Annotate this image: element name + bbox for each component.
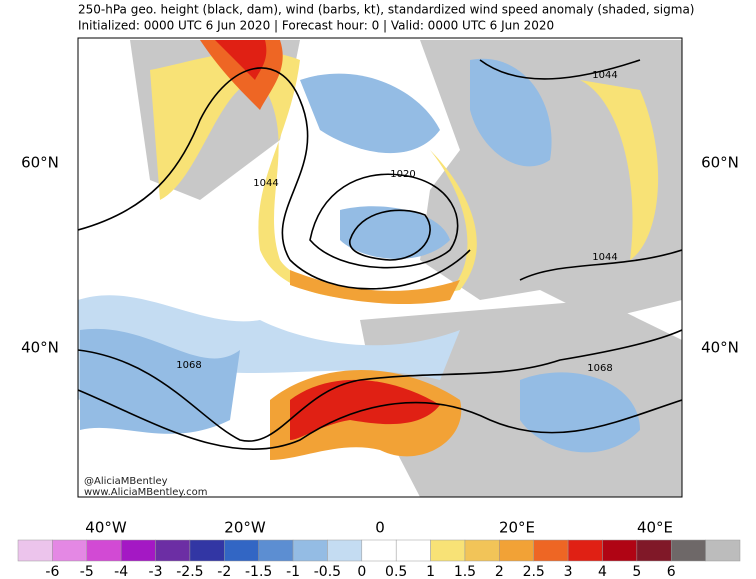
credit: www.AliciaMBentley.com <box>84 487 207 498</box>
colorbar-label: -1.5 <box>245 564 272 579</box>
contour-label: 1068 <box>587 363 612 374</box>
lon-label: 40°E <box>637 519 673 537</box>
colorbar-label: 1.5 <box>454 564 476 579</box>
contour-label: 1068 <box>176 360 201 371</box>
colorbar-label: 2 <box>495 564 504 579</box>
subtitle: Initialized: 0000 UTC 6 Jun 2020 | Forec… <box>78 19 554 33</box>
lat-label: 40°N <box>701 339 739 357</box>
contour-label: 1020 <box>390 169 415 180</box>
colorbar-swatch <box>292 539 328 562</box>
contour-label: 1044 <box>592 252 617 263</box>
colorbar-label: -3 <box>149 564 163 579</box>
colorbar-swatch <box>224 539 259 562</box>
colorbar-swatch <box>86 539 122 562</box>
colorbar-label: -4 <box>114 564 128 579</box>
colorbar-label: 3 <box>564 564 573 579</box>
colorbar: -6 -5 -4 -3 -2.5 -2 -1.5 -1 -0.5 0 0.5 1 1.5 2 2.5 3 4 5 6 <box>17 539 741 579</box>
colorbar-swatch <box>602 539 638 562</box>
lat-label: 60°N <box>701 154 739 172</box>
colorbar-label: 2.5 <box>523 564 545 579</box>
colorbar-label: 1 <box>426 564 435 579</box>
colorbar-swatch <box>636 539 672 562</box>
colorbar-swatch <box>258 539 294 562</box>
lon-label: 20°W <box>224 519 266 537</box>
contour-label: 1044 <box>592 70 617 81</box>
lat-label: 40°N <box>21 339 59 357</box>
colorbar-swatch <box>327 539 363 562</box>
colorbar-label: 4 <box>598 564 607 579</box>
colorbar-label: -5 <box>80 564 94 579</box>
colorbar-swatch <box>533 539 569 562</box>
colorbar-label: -0.5 <box>314 564 341 579</box>
contour-label: 1044 <box>253 178 278 189</box>
colorbar-swatch <box>120 539 156 562</box>
colorbar-swatch <box>499 539 534 562</box>
colorbar-swatch <box>395 539 431 562</box>
colorbar-swatch <box>17 539 53 562</box>
colorbar-swatch <box>567 539 603 562</box>
colorbar-swatch <box>430 539 466 562</box>
colorbar-swatch <box>155 539 191 562</box>
colorbar-label: -1 <box>286 564 300 579</box>
lon-label: 0 <box>375 519 385 537</box>
colorbar-label: -6 <box>45 564 59 579</box>
colorbar-label: 6 <box>667 564 676 579</box>
colorbar-label: 0 <box>357 564 366 579</box>
colorbar-label: 0.5 <box>385 564 407 579</box>
lon-label: 20°E <box>499 519 535 537</box>
colorbar-label: -2.5 <box>176 564 203 579</box>
colorbar-label: -2 <box>217 564 231 579</box>
map-area: 1044 1020 1044 1044 1068 1068 @AliciaMBe… <box>78 38 682 498</box>
title: 250-hPa geo. height (black, dam), wind (… <box>78 3 694 17</box>
credit: @AliciaMBentley <box>84 476 168 487</box>
lon-label: 40°W <box>85 519 127 537</box>
colorbar-swatch <box>189 539 225 562</box>
colorbar-swatch <box>670 539 706 562</box>
colorbar-swatch <box>52 539 88 562</box>
lat-label: 60°N <box>21 154 59 172</box>
colorbar-swatch <box>361 539 397 562</box>
colorbar-swatch <box>464 539 500 562</box>
colorbar-label: 5 <box>632 564 641 579</box>
colorbar-swatch <box>705 539 741 562</box>
